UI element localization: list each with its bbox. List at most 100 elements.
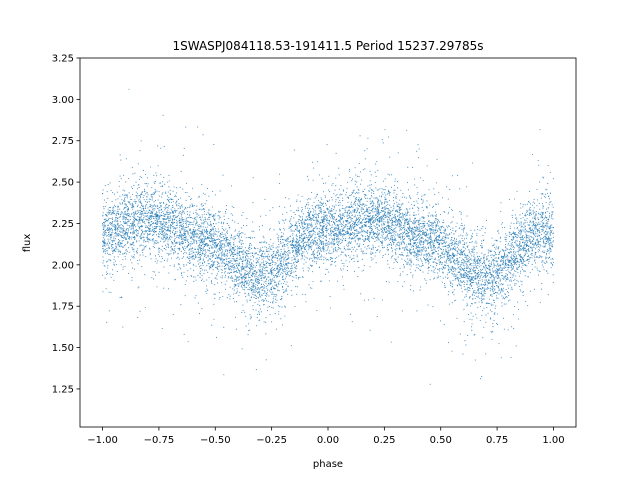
data-point [519, 237, 521, 239]
data-point [172, 220, 174, 222]
data-point [284, 278, 286, 280]
data-point [349, 256, 351, 258]
data-point [456, 275, 458, 277]
data-point [524, 247, 526, 249]
data-point [132, 242, 134, 244]
data-point [123, 220, 125, 223]
data-point [270, 265, 272, 267]
data-point [233, 258, 235, 260]
data-point [176, 224, 178, 226]
data-point [369, 216, 371, 218]
data-point [409, 238, 411, 240]
data-point [350, 227, 352, 229]
data-point [266, 255, 268, 257]
data-point [508, 252, 510, 254]
data-point [264, 253, 266, 255]
data-point [431, 258, 433, 260]
data-point [369, 212, 371, 215]
data-point [305, 261, 307, 263]
data-point [303, 221, 305, 223]
data-point [194, 239, 196, 241]
data-point [546, 231, 548, 233]
data-point [149, 248, 151, 250]
data-point [207, 290, 209, 292]
data-point [473, 277, 475, 279]
data-point [551, 213, 554, 215]
data-point [190, 238, 192, 240]
data-point [367, 237, 369, 239]
data-point [328, 240, 330, 242]
data-point [190, 245, 192, 247]
data-point [360, 211, 363, 213]
data-point [180, 304, 182, 306]
data-point [418, 227, 420, 229]
data-point [266, 249, 268, 251]
data-point [218, 210, 220, 212]
data-point [524, 244, 526, 246]
data-point [176, 205, 178, 207]
data-point [531, 222, 533, 224]
data-point [176, 204, 178, 206]
data-point [341, 276, 344, 278]
data-point [390, 243, 393, 245]
data-point [494, 312, 496, 314]
data-point [132, 173, 134, 175]
data-point [304, 233, 306, 235]
data-point [135, 181, 137, 183]
data-point [123, 213, 125, 215]
data-point [295, 265, 298, 267]
data-point [479, 319, 481, 322]
data-point [442, 268, 444, 270]
data-point [349, 233, 351, 235]
data-point [534, 262, 537, 264]
data-point [552, 218, 554, 220]
data-point [160, 214, 162, 216]
data-point [410, 259, 412, 261]
data-point [381, 234, 383, 236]
data-point [353, 189, 355, 191]
data-point [408, 223, 410, 225]
data-point [318, 256, 320, 259]
data-point [360, 227, 362, 229]
data-point [550, 231, 553, 233]
data-point [320, 207, 322, 209]
data-point [354, 232, 356, 234]
data-point [372, 207, 374, 210]
data-point [535, 241, 537, 243]
data-point [522, 217, 524, 219]
data-point [268, 250, 270, 252]
data-point [239, 282, 241, 285]
data-point [133, 219, 135, 221]
data-point [109, 254, 112, 256]
data-point [278, 255, 280, 257]
data-point [202, 238, 204, 240]
data-point [491, 295, 493, 297]
data-point [190, 268, 192, 270]
data-point [353, 228, 355, 230]
data-point [525, 300, 527, 302]
data-point [147, 215, 149, 217]
data-point [386, 229, 389, 231]
data-point [552, 236, 554, 238]
data-point [109, 222, 112, 224]
data-point [464, 277, 466, 279]
data-point [252, 289, 254, 291]
data-point [272, 307, 274, 309]
data-point [505, 256, 507, 258]
data-point [453, 238, 456, 240]
data-point [222, 262, 224, 264]
data-point [269, 282, 271, 284]
data-point [384, 201, 386, 203]
data-point [108, 226, 110, 228]
data-point [227, 277, 229, 279]
data-point [493, 244, 495, 247]
data-point [399, 203, 401, 205]
data-point [276, 294, 278, 296]
data-point [181, 238, 183, 240]
data-point [170, 201, 172, 203]
data-point [525, 219, 527, 221]
data-point [482, 337, 484, 339]
data-point [507, 258, 509, 260]
data-point [202, 263, 204, 265]
data-point [315, 223, 317, 225]
